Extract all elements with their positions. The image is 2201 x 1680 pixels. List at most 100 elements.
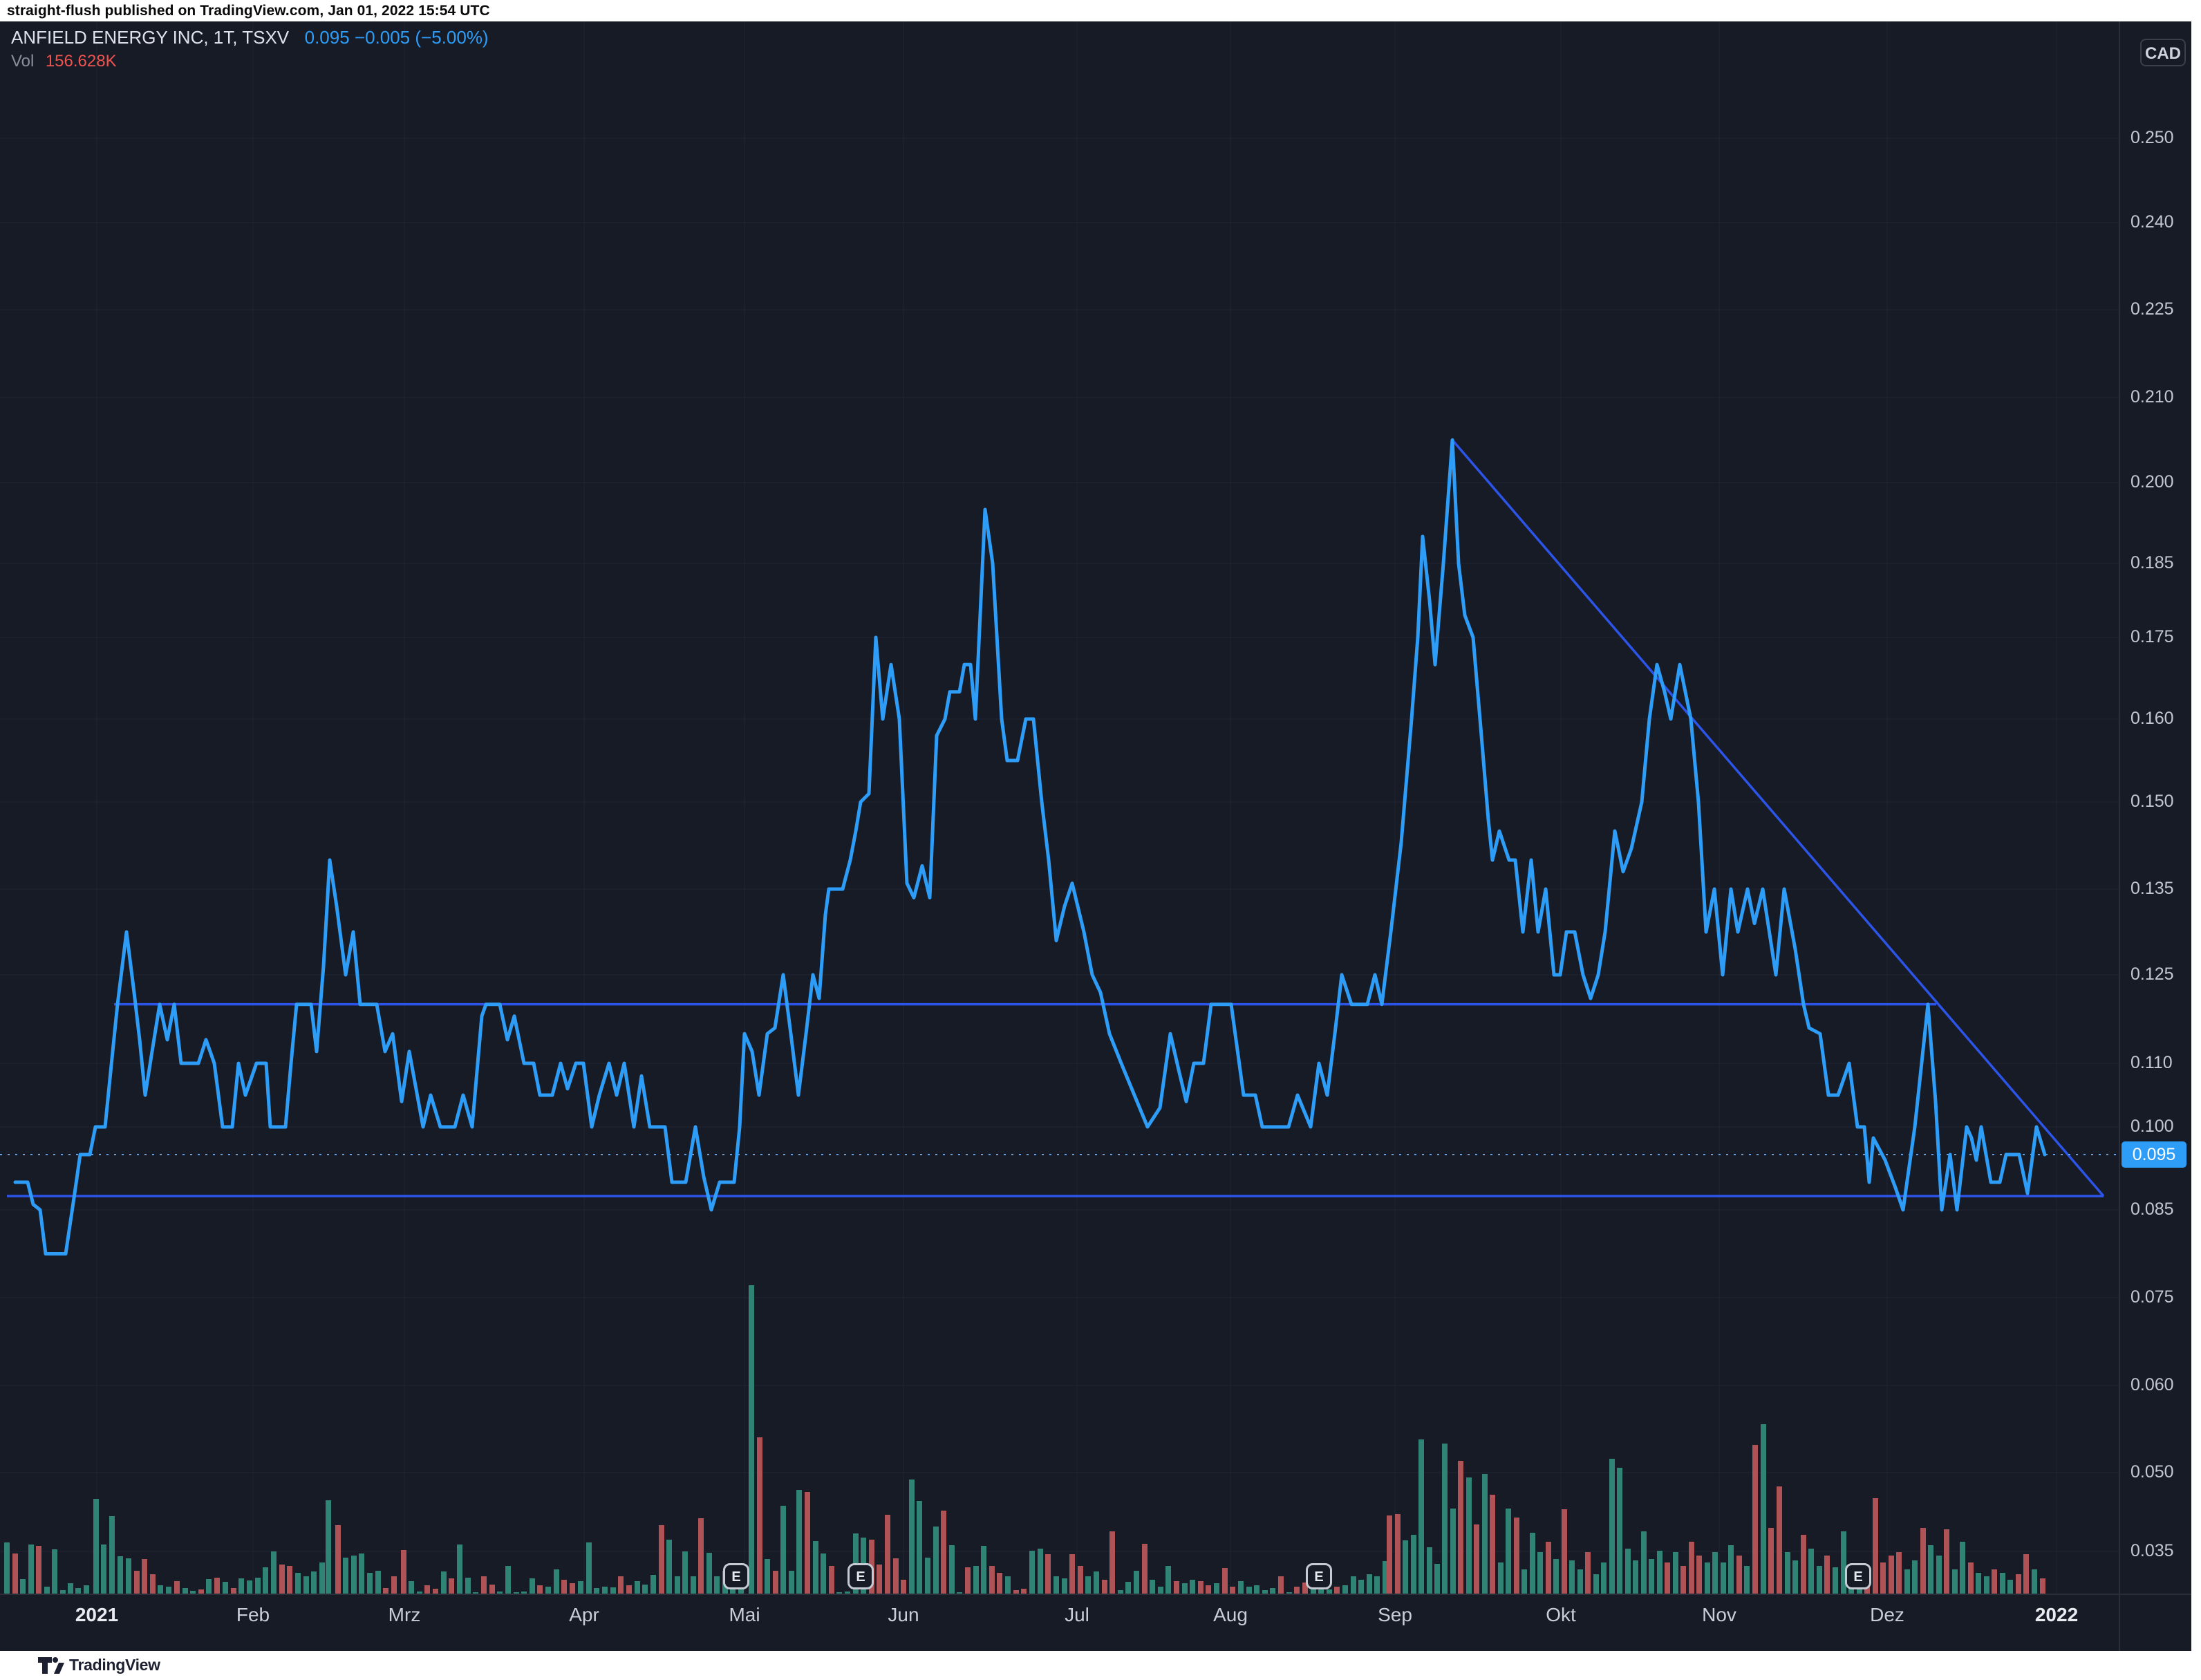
- volume-bar: [545, 1587, 551, 1594]
- volume-bar: [1785, 1552, 1790, 1594]
- volume-bar: [287, 1566, 292, 1594]
- volume-bar: [973, 1566, 979, 1594]
- volume-bar: [1689, 1542, 1694, 1594]
- volume-bar: [586, 1542, 592, 1594]
- volume-bar: [263, 1567, 268, 1594]
- volume-bar: [1562, 1509, 1567, 1594]
- price-axis-label: 0.035: [2130, 1541, 2174, 1560]
- volume-bar: [1318, 1588, 1324, 1594]
- volume-bar: [1705, 1562, 1710, 1594]
- volume-bar: [1889, 1556, 1894, 1594]
- volume-bar: [1530, 1533, 1535, 1594]
- volume-bar: [1367, 1574, 1372, 1594]
- volume-bar: [691, 1576, 696, 1594]
- price-axis-label: 0.075: [2130, 1287, 2174, 1307]
- time-axis-month-label[interactable]: Sep: [1378, 1604, 1412, 1625]
- volume-bar: [1593, 1574, 1599, 1594]
- time-axis-month-label[interactable]: Okt: [1546, 1604, 1576, 1625]
- price-axis-label: 0.250: [2130, 128, 2174, 147]
- volume-bar: [326, 1500, 331, 1594]
- symbol-title[interactable]: ANFIELD ENERGY INC, 1T, TSXV: [11, 27, 290, 48]
- tradingview-logo-icon[interactable]: [37, 1656, 65, 1675]
- volume-bar: [2040, 1578, 2045, 1594]
- currency-badge[interactable]: CAD: [2140, 39, 2186, 66]
- volume-bar: [44, 1587, 50, 1594]
- volume-bar: [789, 1571, 794, 1594]
- volume-bar: [1286, 1592, 1292, 1594]
- time-axis-month-label[interactable]: Jun: [888, 1604, 919, 1625]
- time-axis-year-label[interactable]: 2021: [75, 1604, 119, 1625]
- volume-bar: [1045, 1554, 1051, 1594]
- time-axis-month-label[interactable]: Jul: [1065, 1604, 1089, 1625]
- time-axis-month-label[interactable]: Apr: [569, 1604, 599, 1625]
- chart-legend[interactable]: ANFIELD ENERGY INC, 1T, TSXV 0.095 −0.00…: [11, 27, 489, 48]
- volume-bar: [1585, 1552, 1591, 1594]
- volume-bar: [1230, 1587, 1235, 1594]
- volume-bar: [28, 1544, 34, 1594]
- volume-bar: [1984, 1576, 1989, 1594]
- volume-bar: [1873, 1498, 1878, 1594]
- volume-bar: [1342, 1585, 1348, 1594]
- tradingview-brand-text[interactable]: TradingView: [69, 1656, 160, 1674]
- chart-canvas[interactable]: [0, 21, 2191, 1651]
- volume-bar: [1665, 1562, 1670, 1594]
- volume-bar: [1294, 1587, 1300, 1594]
- volume-bar: [706, 1553, 712, 1594]
- time-axis-month-label[interactable]: Nov: [1702, 1604, 1736, 1625]
- volume-bar: [75, 1588, 81, 1594]
- volume-bar: [238, 1578, 244, 1594]
- volume-bar: [1302, 1583, 1308, 1594]
- earnings-event-badge[interactable]: E: [847, 1563, 874, 1589]
- volume-bar: [497, 1592, 503, 1594]
- volume-bar: [1680, 1566, 1686, 1594]
- chart-area[interactable]: ANFIELD ENERGY INC, 1T, TSXV 0.095 −0.00…: [0, 21, 2191, 1651]
- earnings-event-badge[interactable]: E: [1845, 1563, 1871, 1589]
- volume-bar: [618, 1576, 624, 1594]
- volume-bar: [109, 1516, 115, 1594]
- volume-bar: [1546, 1542, 1551, 1594]
- published-text: straight-flush published on TradingView.…: [7, 3, 490, 19]
- volume-bar: [351, 1556, 357, 1594]
- volume-bar: [1577, 1569, 1583, 1594]
- volume-bar: [174, 1581, 180, 1594]
- volume-bar: [714, 1576, 720, 1594]
- price-axis-label: 0.160: [2130, 709, 2174, 728]
- volume-bar: [433, 1589, 438, 1594]
- time-axis-month-label[interactable]: Feb: [236, 1604, 270, 1625]
- time-axis-month-label[interactable]: Mrz: [388, 1604, 421, 1625]
- volume-bar: [1673, 1552, 1678, 1594]
- volume-bar: [60, 1590, 66, 1594]
- right-margin: [2191, 21, 2201, 1651]
- volume-bar: [1387, 1515, 1392, 1594]
- volume-bar: [457, 1544, 462, 1594]
- volume-bar: [1182, 1583, 1188, 1594]
- volume-bar: [52, 1549, 57, 1594]
- volume-bar: [698, 1518, 704, 1594]
- volume-bar: [1617, 1468, 1622, 1594]
- volume-bar: [1411, 1535, 1416, 1594]
- volume-bar: [223, 1582, 228, 1594]
- volume-bar: [473, 1592, 478, 1594]
- volume-bar: [1270, 1588, 1275, 1594]
- volume-bar: [335, 1525, 341, 1594]
- time-axis-month-label[interactable]: Mai: [729, 1604, 760, 1625]
- volume-bar: [1537, 1552, 1543, 1594]
- descending-trendline[interactable]: [1451, 439, 2105, 1197]
- volume-bar: [666, 1540, 672, 1594]
- time-axis-month-label[interactable]: Aug: [1213, 1604, 1248, 1625]
- volume-bar: [1952, 1569, 1958, 1594]
- volume-bar: [1761, 1424, 1766, 1594]
- vol-value: 156.628K: [45, 52, 117, 71]
- volume-bar: [2032, 1569, 2037, 1594]
- earnings-event-badge[interactable]: E: [1306, 1563, 1332, 1589]
- volume-bar: [1482, 1474, 1488, 1594]
- time-axis-month-label[interactable]: Dez: [1870, 1604, 1904, 1625]
- time-axis-year-label[interactable]: 2022: [2034, 1604, 2079, 1625]
- volume-bar: [1817, 1566, 1822, 1594]
- volume-bar: [1736, 1556, 1742, 1594]
- volume-bar: [1553, 1559, 1559, 1594]
- volume-bar: [198, 1589, 204, 1594]
- earnings-event-badge[interactable]: E: [723, 1563, 749, 1589]
- volume-legend[interactable]: Vol 156.628K: [11, 52, 117, 71]
